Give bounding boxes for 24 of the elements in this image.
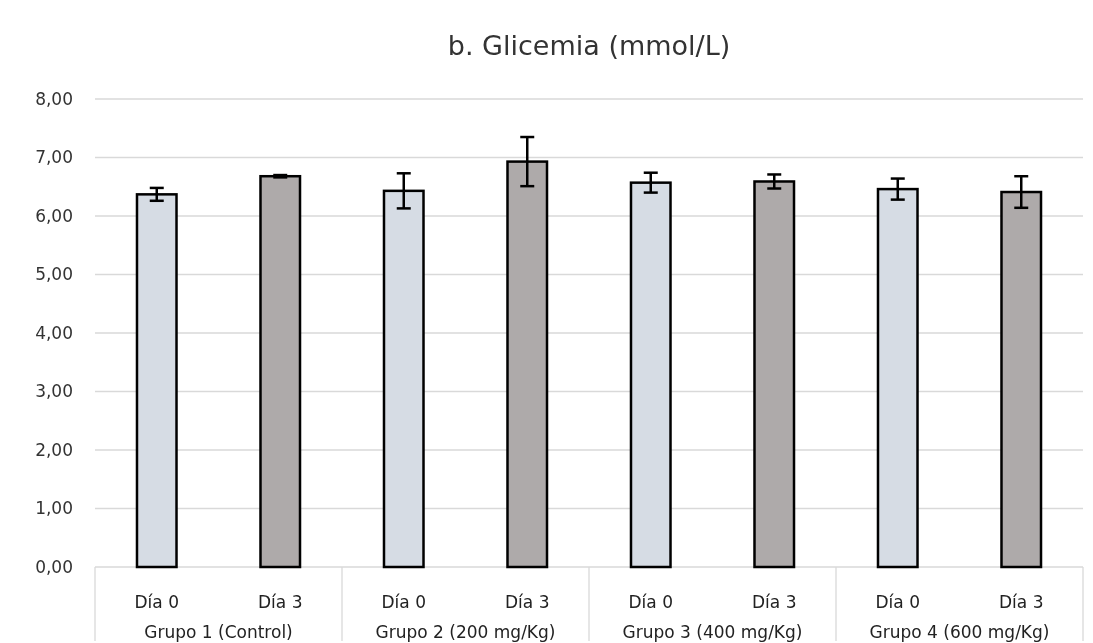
y-tick-label: 6,00 [35, 205, 73, 226]
x-tick-label: Día 0 [134, 591, 179, 612]
bar [259, 174, 302, 569]
y-tick-label: 0,00 [35, 556, 73, 577]
y-tick-label: 3,00 [35, 381, 73, 402]
y-tick-label: 8,00 [35, 88, 73, 109]
x-tick-label: Día 0 [875, 591, 920, 612]
x-tick-label: Día 3 [999, 591, 1044, 612]
y-tick-label: 1,00 [35, 498, 73, 519]
x-tick-label: Día 3 [505, 591, 550, 612]
y-tick-label: 2,00 [35, 439, 73, 460]
x-tick-label: Día 3 [752, 591, 797, 612]
text: Grupo 3 (400 mg/Kg) [622, 621, 803, 642]
text: Grupo 1 (Control) [144, 621, 293, 642]
x-tick-label: Día 3 [258, 591, 303, 612]
x-tick-label: Día 0 [381, 591, 426, 612]
chart-title: b. Glicemia (mmol/L) [447, 30, 731, 61]
y-tick-label: 4,00 [35, 322, 73, 343]
x-tick-label: Día 0 [628, 591, 673, 612]
y-tick-label: 5,00 [35, 264, 73, 285]
bar [753, 180, 796, 569]
text: Grupo 4 (600 mg/Kg) [869, 621, 1050, 642]
y-tick-label: 7,00 [35, 147, 73, 168]
text: Grupo 2 (200 mg/Kg) [375, 621, 556, 642]
